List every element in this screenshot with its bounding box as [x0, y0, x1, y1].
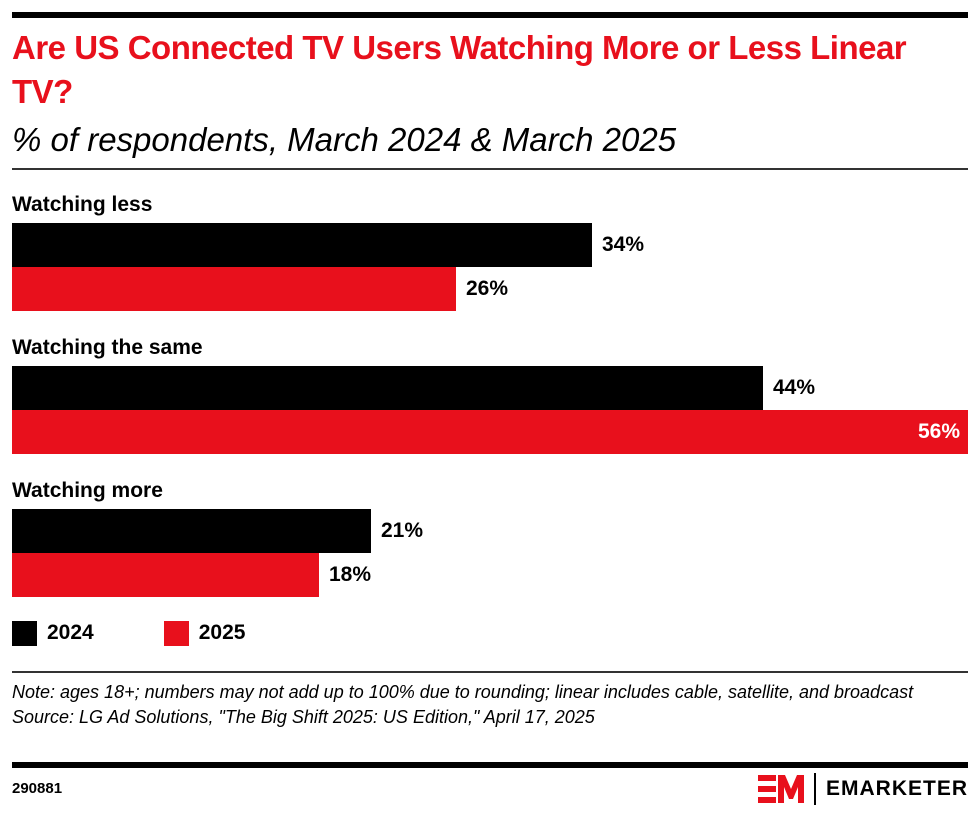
bar-2025: [12, 267, 456, 311]
legend-label-2025: 2025: [198, 621, 246, 644]
legend-item-2025: 2025: [163, 620, 246, 646]
category-label: Watching less: [12, 193, 153, 216]
brand-name: EMARKETER: [825, 777, 968, 800]
emarketer-logo: EMARKETER: [758, 773, 968, 805]
legend-swatch-2024: [12, 620, 37, 646]
top-rule: [12, 12, 968, 18]
note-text: Note: ages 18+; numbers may not add up t…: [12, 682, 914, 702]
data-label: 21%: [381, 519, 424, 542]
data-label: 18%: [329, 563, 372, 586]
category-label: Watching more: [12, 479, 163, 502]
bottom-rule: [12, 762, 968, 768]
legend-item-2024: 2024: [12, 620, 94, 646]
footer-divider: [12, 671, 968, 673]
footnote: Note: ages 18+; numbers may not add up t…: [12, 680, 968, 730]
chart-title: Are US Connected TV Users Watching More …: [12, 29, 907, 110]
bar-2025: [12, 553, 319, 597]
bar-2024: [12, 366, 763, 410]
bar-2025: [12, 410, 968, 454]
data-label: 44%: [773, 376, 816, 399]
data-label: 56%: [917, 420, 960, 443]
bar-2024: [12, 509, 371, 553]
bar-2024: [12, 223, 592, 267]
data-label: 34%: [602, 233, 645, 256]
legend-label-2024: 2024: [47, 621, 94, 644]
legend: 2024 2025: [12, 620, 315, 646]
em-logo-icon: [758, 775, 805, 803]
source-text: Source: LG Ad Solutions, "The Big Shift …: [12, 707, 595, 727]
header-divider: [12, 168, 968, 170]
chart-id: 290881: [12, 780, 63, 797]
logo-divider: [814, 773, 816, 805]
chart-subtitle: % of respondents, March 2024 & March 202…: [12, 121, 677, 158]
category-label: Watching the same: [12, 336, 203, 359]
data-label: 26%: [466, 277, 509, 300]
legend-swatch-2025: [163, 620, 189, 646]
